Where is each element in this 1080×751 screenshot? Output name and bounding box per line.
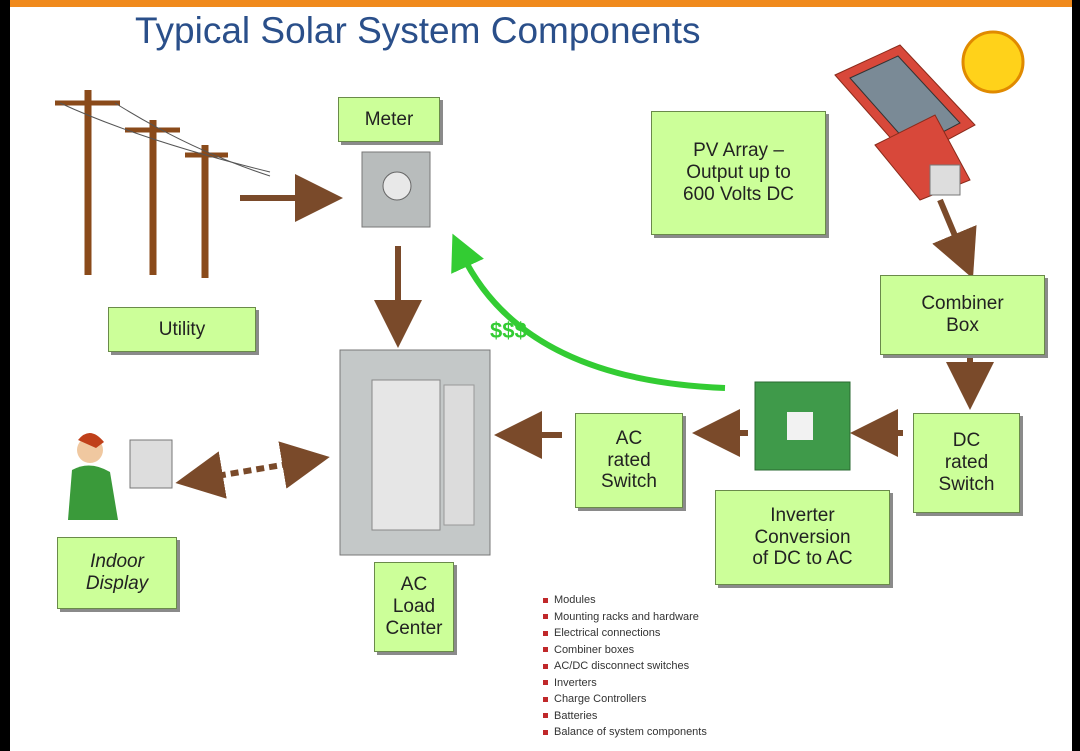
box-label: Indoor [90, 551, 144, 573]
inverter-display [787, 412, 813, 440]
box-label: rated [944, 452, 989, 474]
inverter-box: Inverter Conversion of DC to AC [715, 490, 890, 585]
ac-switch-box: AC rated Switch [575, 413, 683, 508]
pv-array-box: PV Array – Output up to 600 Volts DC [651, 111, 826, 235]
box-label: AC [400, 574, 428, 596]
list-item: Balance of system components [543, 724, 707, 741]
utility-poles [55, 90, 228, 278]
box-label: Conversion [754, 526, 851, 548]
wires [59, 102, 271, 177]
title: Typical Solar System Components [135, 10, 701, 51]
box-label: rated [607, 449, 651, 471]
list-item: Batteries [543, 708, 707, 725]
meter-dial [382, 171, 412, 201]
right-border [1072, 0, 1080, 751]
money-arrow [451, 233, 726, 391]
box-label: Utility [158, 318, 206, 340]
dc-switch-box: DC rated Switch [913, 413, 1020, 513]
list-item: Combiner boxes [543, 642, 707, 659]
list-item: AC/DC disconnect switches [543, 658, 707, 675]
indoor-display-box: Indoor Display [57, 537, 177, 609]
list-item: Mounting racks and hardware [543, 609, 707, 626]
solar-panels [834, 44, 976, 201]
money-label: $$$ [490, 318, 527, 343]
component-list: Modules Mounting racks and hardware Electr… [543, 592, 707, 741]
list-item: Modules [543, 592, 707, 609]
list-item: Charge Controllers [543, 691, 707, 708]
meter-box: Meter [338, 97, 440, 142]
box-label: of DC to AC [752, 548, 853, 570]
ac-load-center-box: AC Load Center [374, 562, 454, 652]
box-label: Switch [938, 473, 995, 495]
box-label: Combiner [921, 293, 1004, 315]
breaker-panel [371, 379, 441, 531]
box-label: Load [392, 596, 436, 618]
box-label: Box [946, 315, 979, 336]
combiner-box-box: Combiner Box [880, 275, 1045, 355]
list-item: Electrical connections [543, 625, 707, 642]
sun [961, 30, 1025, 94]
box-label: AC [615, 427, 643, 449]
flow-arrows [175, 174, 994, 499]
box-label: Center [385, 617, 443, 639]
panel-door [443, 384, 475, 526]
box-label: Switch [601, 471, 657, 493]
box-label: Inverter [770, 504, 835, 526]
box-label: 600 Volts DC [683, 183, 794, 205]
top-bar [0, 0, 1080, 7]
left-border [0, 0, 10, 751]
box-label: PV Array – [693, 140, 784, 162]
person [68, 432, 173, 520]
utility-box: Utility [108, 307, 256, 352]
box-label: Output up to [686, 162, 791, 184]
list-item: Inverters [543, 675, 707, 692]
box-label: Meter [364, 108, 414, 130]
box-label: DC [952, 430, 981, 452]
box-label: Display [85, 573, 149, 594]
